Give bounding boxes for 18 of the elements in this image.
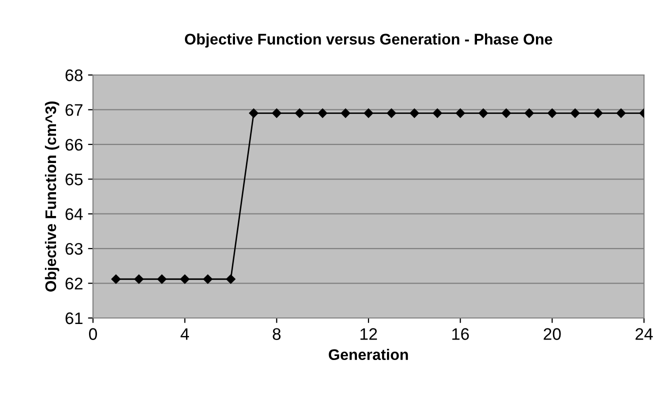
y-tick-label: 61 — [66, 312, 82, 324]
x-axis-title: Generation — [328, 348, 408, 360]
x-tick-label: 8 — [272, 328, 281, 340]
x-tick-label: 12 — [360, 328, 377, 340]
y-tick-label: 63 — [66, 242, 83, 255]
x-tick-label: 4 — [180, 328, 189, 340]
x-tick-label: 16 — [452, 328, 469, 340]
x-tick-label: 20 — [544, 328, 561, 340]
y-tick-label: 67 — [66, 104, 82, 116]
y-tick-label: 68 — [66, 69, 83, 82]
chart-title: Objective Function versus Generation - Phase One — [184, 33, 552, 48]
y-tick-label: 64 — [66, 208, 83, 220]
y-tick-label: 62 — [66, 278, 82, 290]
y-axis-title: Objective Function (cm^3) — [44, 102, 60, 292]
y-tick-label: 66 — [66, 138, 83, 151]
y-tick-label: 65 — [66, 174, 83, 186]
x-tick-label: 0 — [89, 328, 97, 340]
x-tick-label: 24 — [636, 328, 653, 340]
